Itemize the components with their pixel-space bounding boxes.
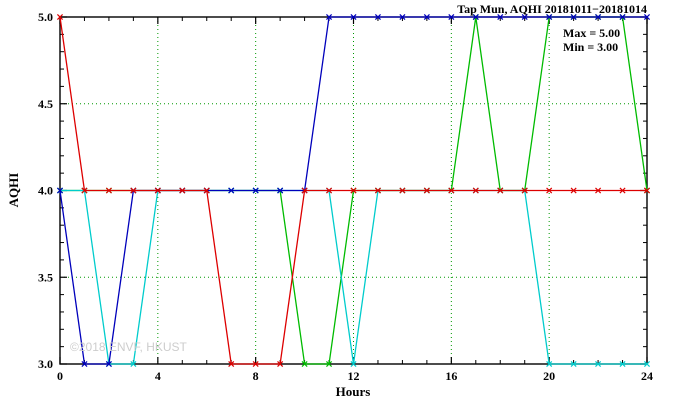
marker-cyan [350, 360, 357, 368]
marker-blue [326, 13, 333, 21]
marker-blue [228, 187, 235, 194]
marker-red [472, 187, 479, 194]
y-axis-label: AQHI [6, 172, 21, 208]
marker-cyan [643, 360, 651, 368]
marker-blue [423, 13, 430, 21]
marker-red [130, 187, 137, 194]
marker-red [570, 187, 577, 194]
x-tick-label: 8 [253, 369, 259, 383]
marker-blue [81, 360, 88, 368]
marker-blue [546, 13, 553, 21]
max-annotation: Max = 5.00 [563, 26, 621, 40]
marker-blue [399, 13, 406, 21]
marker-cyan [130, 360, 137, 368]
marker-blue [350, 13, 357, 21]
marker-red [350, 187, 357, 194]
marker-red [179, 187, 186, 194]
x-tick-label: 12 [348, 369, 360, 383]
marker-red [374, 187, 381, 194]
marker-red [228, 360, 235, 368]
x-tick-label: 20 [543, 369, 555, 383]
marker-cyan [546, 360, 553, 368]
marker-red [399, 187, 406, 194]
marker-blue [277, 187, 284, 194]
min-annotation: Min = 3.00 [563, 40, 619, 54]
y-tick-label: 4.5 [38, 97, 53, 111]
marker-red [546, 187, 553, 194]
watermark: ©2018 ENVF, HKUST [70, 340, 187, 354]
y-tick-label: 5.0 [38, 10, 53, 24]
marker-red [277, 360, 284, 368]
marker-blue [56, 187, 64, 194]
marker-green [326, 360, 333, 368]
marker-blue [595, 13, 602, 21]
marker-blue [570, 13, 577, 21]
marker-blue [619, 13, 626, 21]
y-tick-label: 3.0 [38, 357, 53, 371]
marker-blue [497, 13, 504, 21]
marker-cyan [570, 360, 577, 368]
maxmin-annotation: Max = 5.00 Min = 3.00 [563, 26, 620, 54]
marker-red [56, 13, 64, 21]
marker-blue [448, 13, 455, 21]
marker-green [301, 360, 308, 368]
marker-red [301, 187, 308, 194]
x-tick-label: 0 [57, 369, 63, 383]
marker-red [595, 187, 602, 194]
marker-red [497, 187, 504, 194]
marker-blue [105, 360, 112, 368]
x-tick-label: 4 [155, 369, 161, 383]
marker-red [105, 187, 112, 194]
x-tick-label: 16 [445, 369, 457, 383]
marker-red [81, 187, 88, 194]
marker-cyan [595, 360, 602, 368]
marker-red [203, 187, 210, 194]
marker-red [619, 187, 626, 194]
marker-blue [252, 187, 259, 194]
marker-red [252, 360, 259, 368]
marker-red [326, 187, 333, 194]
marker-red [521, 187, 528, 194]
y-tick-label: 3.5 [38, 270, 53, 284]
marker-red [423, 187, 430, 194]
marker-blue [472, 13, 479, 21]
marker-red [643, 187, 651, 194]
marker-red [448, 187, 455, 194]
y-tick-label: 4.0 [38, 184, 53, 198]
chart-title: Tap Mun, AQHI 20181011−20181014 [457, 2, 647, 16]
marker-blue [521, 13, 528, 21]
x-axis-label: Hours [335, 384, 371, 399]
x-tick-label: 24 [641, 369, 653, 383]
marker-red [154, 187, 161, 194]
marker-blue [374, 13, 381, 21]
marker-cyan [619, 360, 626, 368]
marker-blue [643, 13, 651, 21]
